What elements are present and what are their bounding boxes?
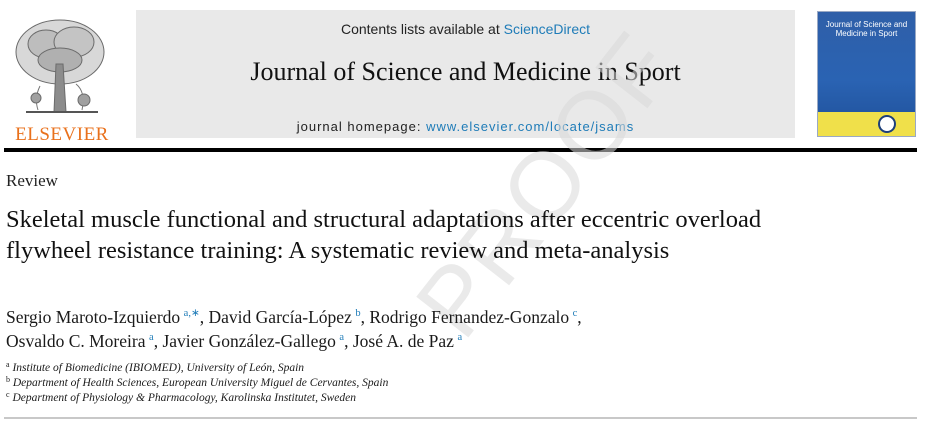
affiliation-text: Department of Physiology & Pharmacology,… xyxy=(9,392,357,404)
footer-divider xyxy=(4,417,917,419)
affiliation-item: a Institute of Biomedicine (IBIOMED), Un… xyxy=(6,361,906,376)
elsevier-logo[interactable]: ELSEVIER xyxy=(4,8,116,145)
article-type: Review xyxy=(6,171,58,190)
homepage-prefix: journal homepage: xyxy=(296,119,427,134)
affiliation-text: Institute of Biomedicine (IBIOMED), Univ… xyxy=(9,362,305,374)
journal-cover-image[interactable]: Journal of Science and Medicine in Sport xyxy=(818,12,915,136)
author-name[interactable]: Javier González-Gallego xyxy=(162,331,336,351)
author-separator: , xyxy=(153,331,163,351)
author-separator: , xyxy=(344,331,353,351)
article-title: Skeletal muscle functional and structura… xyxy=(6,206,762,264)
affiliation-item: c Department of Physiology & Pharmacolog… xyxy=(6,391,906,406)
author-name[interactable]: Osvaldo C. Moreira xyxy=(6,331,146,351)
contents-prefix: Contents lists available at xyxy=(340,21,504,37)
affiliation-mark: b xyxy=(6,375,10,384)
affiliation-item: b Department of Health Sciences, Europea… xyxy=(6,376,906,391)
tree-of-knowledge-icon xyxy=(15,19,105,113)
publisher-name: ELSEVIER xyxy=(15,124,109,145)
affiliation-marker-link[interactable]: a,∗ xyxy=(183,308,200,319)
contents-line: Contents lists available at ScienceDirec… xyxy=(136,21,795,37)
affiliation-list: a Institute of Biomedicine (IBIOMED), Un… xyxy=(6,361,906,406)
affiliation-marker-link[interactable]: c xyxy=(572,308,578,319)
sciencedirect-link[interactable]: ScienceDirect xyxy=(503,21,590,37)
author-separator: , xyxy=(360,307,370,327)
author-separator: , xyxy=(199,307,209,327)
affiliation-marker-link[interactable]: a xyxy=(149,332,154,343)
affiliation-marker-link[interactable]: a xyxy=(457,332,463,343)
journal-title: Journal of Science and Medicine in Sport xyxy=(250,57,681,86)
affiliation-marker-link[interactable]: a xyxy=(339,332,345,343)
author-name[interactable]: Rodrigo Fernandez-Gonzalo xyxy=(369,307,570,327)
author-separator: , xyxy=(577,307,582,327)
homepage-link[interactable]: www.elsevier.com/locate/jsams xyxy=(426,119,635,134)
homepage-line: journal homepage: www.elsevier.com/locat… xyxy=(136,119,795,134)
author-name[interactable]: David García-López xyxy=(208,307,352,327)
author-name[interactable]: José A. de Paz xyxy=(352,331,454,351)
affiliation-mark: a xyxy=(6,360,10,369)
affiliation-marker-link[interactable]: b xyxy=(355,308,361,319)
journal-header: ELSEVIER Contents lists available at Sci… xyxy=(0,0,927,152)
header-divider xyxy=(4,148,917,152)
masthead-banner: Contents lists available at ScienceDirec… xyxy=(136,10,795,138)
sports-medicine-badge-icon xyxy=(878,115,896,133)
author-name[interactable]: Sergio Maroto-Izquierdo xyxy=(6,307,181,327)
author-list: Sergio Maroto-Izquierdo a,∗, David Garcí… xyxy=(6,305,906,353)
affiliation-mark: c xyxy=(6,390,10,399)
cover-strip xyxy=(818,112,915,136)
affiliation-text: Department of Health Sciences, European … xyxy=(10,377,389,389)
cover-title: Journal of Science and Medicine in Sport xyxy=(825,20,908,38)
